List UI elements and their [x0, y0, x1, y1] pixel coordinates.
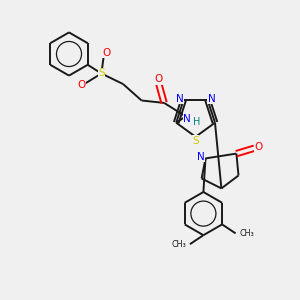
Text: N: N [183, 114, 191, 124]
Text: N: N [208, 94, 216, 104]
Text: S: S [98, 68, 105, 79]
Text: CH₃: CH₃ [172, 240, 186, 249]
Text: O: O [154, 74, 163, 84]
Text: H: H [194, 117, 201, 127]
Text: N: N [197, 152, 205, 162]
Text: N: N [176, 94, 183, 104]
Text: O: O [102, 47, 110, 58]
Text: CH₃: CH₃ [239, 229, 254, 238]
Text: O: O [77, 80, 86, 90]
Text: O: O [254, 142, 263, 152]
Text: S: S [192, 136, 199, 146]
